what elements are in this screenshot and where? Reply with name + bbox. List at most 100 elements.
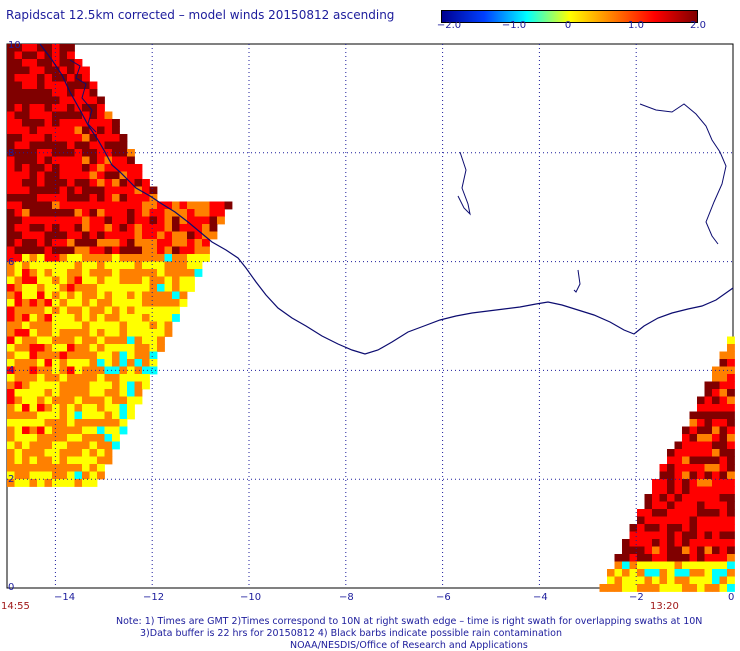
swath-cell xyxy=(37,284,45,292)
swath-cell xyxy=(29,449,38,457)
swath-cell xyxy=(7,209,15,217)
swath-cell xyxy=(149,246,158,255)
swath-cell xyxy=(104,156,113,165)
swath-cell xyxy=(157,306,165,315)
swath-cell xyxy=(142,231,150,240)
swath-cell xyxy=(82,89,90,97)
swath-cell xyxy=(52,126,60,135)
swath-cell xyxy=(697,554,705,562)
swath-cell xyxy=(67,434,75,442)
swath-cell xyxy=(149,239,158,247)
swath-cell xyxy=(727,411,735,420)
swath-cell xyxy=(187,209,195,217)
swath-cell xyxy=(157,254,165,262)
swath-cell xyxy=(674,509,683,517)
swath-cell xyxy=(104,351,113,360)
swath-cell xyxy=(97,449,105,457)
swath-cell xyxy=(82,239,90,247)
swath-cell xyxy=(194,216,203,225)
swath-cell xyxy=(52,284,60,292)
swath-cell xyxy=(119,209,128,217)
swath-cell xyxy=(22,164,30,172)
swath-cell xyxy=(97,164,105,172)
swath-cell xyxy=(127,149,135,157)
swath-cell xyxy=(697,426,705,435)
colorbar-tick-label: 1.0 xyxy=(628,20,644,31)
swath-cell xyxy=(44,396,53,405)
swath-cell xyxy=(52,104,60,112)
swath-cell xyxy=(89,164,98,172)
swath-cell xyxy=(82,284,90,292)
swath-cell xyxy=(659,471,668,480)
swath-cell xyxy=(127,381,135,390)
swath-cell xyxy=(172,261,180,270)
swath-cell xyxy=(14,464,23,472)
swath-cell xyxy=(194,231,203,240)
swath-cell xyxy=(697,404,705,412)
swath-cell xyxy=(134,314,143,322)
swath-cell xyxy=(689,546,698,555)
swath-cell xyxy=(112,179,120,187)
swath-cell xyxy=(104,134,113,142)
swath-cell xyxy=(112,426,120,435)
swath-cell xyxy=(629,531,638,540)
swath-cell xyxy=(14,149,23,157)
swath-cell xyxy=(127,216,135,225)
swath-cell xyxy=(157,224,165,232)
swath-cell xyxy=(37,51,45,60)
swath-cell xyxy=(44,404,53,412)
swath-cell xyxy=(59,194,68,202)
swath-cell xyxy=(59,336,68,345)
swath-cell xyxy=(127,201,135,210)
swath-cell xyxy=(652,479,660,487)
swath-cell xyxy=(104,426,113,435)
swath-cell xyxy=(164,314,173,322)
swath-cell xyxy=(7,201,15,210)
swath-cell xyxy=(59,246,68,255)
swath-cell xyxy=(59,261,68,270)
swath-cell xyxy=(667,486,675,495)
swath-cell xyxy=(59,359,68,367)
swath-cell xyxy=(44,389,53,397)
swath-cell xyxy=(149,186,158,195)
swath-cell xyxy=(22,59,30,67)
swath-cell xyxy=(22,426,30,435)
swath-cell xyxy=(59,96,68,105)
swath-cell xyxy=(7,329,15,337)
swath-cell xyxy=(644,539,653,547)
swath-cell xyxy=(74,149,83,157)
x-tick-label: −2 xyxy=(629,592,644,603)
swath-cell xyxy=(97,396,105,405)
swath-cell xyxy=(7,156,15,165)
swath-cell xyxy=(112,186,120,195)
coastline-northeast xyxy=(639,103,727,245)
swath-cell xyxy=(44,261,53,270)
swath-cell xyxy=(22,374,30,382)
swath-cell xyxy=(629,554,638,562)
swath-cell xyxy=(67,464,75,472)
swath-cell xyxy=(37,426,45,435)
swath-cell xyxy=(652,486,660,495)
swath-cell xyxy=(67,149,75,157)
swath-cell xyxy=(67,171,75,180)
swath-cell xyxy=(14,261,23,270)
swath-cell xyxy=(29,216,38,225)
swath-cell xyxy=(97,336,105,345)
swath-cell xyxy=(44,254,53,262)
swath-cell xyxy=(82,419,90,427)
swath-cell xyxy=(97,276,105,285)
swath-cell xyxy=(134,201,143,210)
coastline xyxy=(39,43,734,355)
swath-cell xyxy=(44,321,53,330)
swath-cell xyxy=(29,419,38,427)
swath-cell xyxy=(7,299,15,307)
swath-cell xyxy=(149,344,158,352)
swath-cell xyxy=(697,411,705,420)
swath-cell xyxy=(89,291,98,300)
swath-cell xyxy=(29,96,38,105)
swath-cell xyxy=(209,216,218,225)
swath-cell xyxy=(704,539,713,547)
swath-cell xyxy=(104,269,113,277)
swath-cell xyxy=(14,291,23,300)
swath-cell xyxy=(59,389,68,397)
